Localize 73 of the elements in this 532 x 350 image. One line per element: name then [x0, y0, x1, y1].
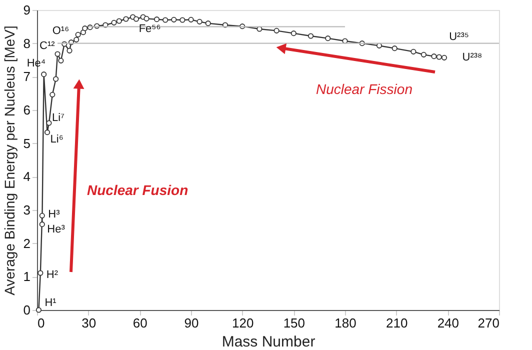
- point: [436, 54, 442, 60]
- y-tick-label: 6: [23, 102, 30, 118]
- point: [420, 52, 427, 58]
- point: [441, 54, 448, 60]
- point: [171, 16, 177, 22]
- annotation: U²³⁵: [449, 31, 469, 43]
- point: [274, 28, 280, 34]
- point: [44, 130, 50, 136]
- point: [38, 270, 44, 276]
- annotation: H¹: [44, 297, 57, 309]
- annotation: Nuclear Fission: [316, 81, 413, 97]
- x-tick-label: 60: [132, 316, 148, 330]
- point: [50, 92, 56, 98]
- point: [205, 20, 211, 26]
- point: [188, 16, 194, 22]
- x-axis-title: Mass Number: [222, 334, 316, 350]
- x-tick-label: 240: [437, 316, 460, 330]
- annotation: Li⁷: [52, 112, 65, 124]
- point: [111, 20, 117, 26]
- y-tick-label: 3: [23, 202, 30, 218]
- x-tick-label: 180: [334, 316, 356, 330]
- annotation: He³: [47, 223, 66, 236]
- point: [196, 18, 202, 24]
- point: [39, 222, 45, 228]
- point: [82, 26, 88, 32]
- point: [392, 46, 398, 52]
- y-tick-label: 5: [23, 136, 30, 151]
- point: [80, 30, 86, 36]
- y-tick-label: 1: [23, 269, 30, 284]
- point: [39, 212, 45, 218]
- point: [154, 16, 160, 22]
- point: [66, 48, 72, 54]
- point: [58, 58, 64, 64]
- annotation: H²: [46, 269, 58, 281]
- point: [144, 16, 150, 22]
- point: [46, 120, 52, 126]
- y-tick-label: 0: [23, 302, 30, 318]
- x-tick-label: 210: [386, 316, 408, 330]
- y-tick-label: 4: [23, 169, 30, 184]
- point: [74, 36, 80, 42]
- point: [53, 76, 59, 82]
- point: [116, 18, 122, 24]
- y-axis-title: Average Binding Energy per Nucleus [MeV]: [1, 26, 18, 296]
- point: [180, 17, 186, 23]
- point: [410, 48, 416, 54]
- point: [308, 33, 314, 39]
- point: [123, 16, 129, 22]
- x-tick-label: 120: [232, 316, 254, 330]
- annotation: O¹⁶: [52, 25, 70, 37]
- annotation: Fe⁵⁶: [138, 23, 161, 35]
- x-tick-label: 150: [283, 316, 306, 330]
- x-tick-label: 270: [478, 316, 500, 330]
- y-tick-label: 7: [23, 69, 30, 84]
- y-tick-label: 8: [23, 36, 30, 51]
- point: [290, 30, 296, 36]
- annotation: Li⁶: [50, 133, 64, 146]
- y-tick-label: 2: [23, 236, 30, 251]
- annotation: C¹²: [40, 40, 56, 52]
- annotation: Nuclear Fusion: [87, 182, 188, 198]
- point: [431, 54, 437, 60]
- annotation: H³: [48, 208, 60, 221]
- point: [41, 72, 47, 78]
- annotation: U²³⁸: [462, 52, 482, 64]
- point: [133, 16, 140, 22]
- point: [162, 17, 168, 23]
- x-tick-label: 0: [38, 316, 45, 330]
- point: [36, 307, 42, 313]
- x-tick-label: 90: [184, 316, 199, 330]
- point: [54, 51, 60, 57]
- point: [75, 32, 81, 38]
- y-tick-label: 9: [23, 2, 30, 18]
- point: [325, 36, 331, 42]
- x-tick-label: 30: [82, 316, 96, 330]
